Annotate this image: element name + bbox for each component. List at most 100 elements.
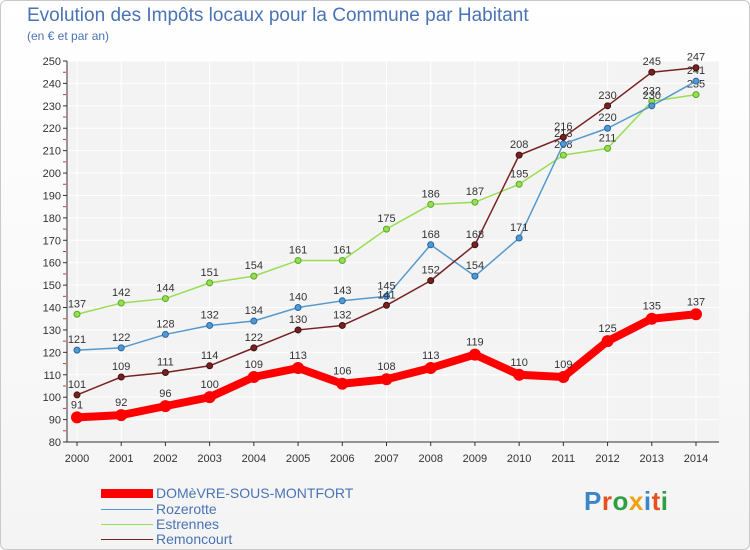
data-label-dom-vre-sous-montfort: 110 (510, 357, 528, 369)
logo-letter: o (612, 486, 629, 516)
data-point-dom-vre-sous-montfort (247, 371, 260, 384)
data-label-remoncourt: 109 (112, 361, 130, 373)
data-point-dom-vre-sous-montfort (115, 409, 128, 422)
data-label-estrennes: 232 (643, 85, 661, 97)
data-point-remoncourt (250, 344, 258, 352)
y-tick-label: 170 (43, 235, 61, 247)
data-label-dom-vre-sous-montfort: 113 (422, 350, 440, 362)
data-point-rozerotte (206, 321, 214, 329)
legend-swatch-remoncourt (101, 538, 153, 540)
y-tick-label: 120 (43, 347, 61, 359)
legend-item-rozerotte: Rozerotte (101, 501, 217, 517)
data-point-rozerotte (73, 346, 81, 354)
legend-item-estrennes: Estrennes (101, 516, 219, 532)
x-tick-label: 2001 (109, 453, 133, 465)
data-point-estrennes (73, 310, 81, 318)
data-label-dom-vre-sous-montfort: 135 (643, 301, 661, 313)
y-tick-label: 150 (43, 280, 61, 292)
y-tick-label: 140 (43, 303, 61, 315)
data-point-remoncourt (73, 391, 81, 399)
data-point-estrennes (515, 180, 523, 188)
data-label-estrennes: 175 (377, 213, 395, 225)
data-label-rozerotte: 145 (377, 280, 395, 292)
legend-item-domevre: DOMèVRE-SOUS-MONTFORT (101, 485, 353, 501)
x-tick-label: 2013 (640, 453, 664, 465)
data-label-remoncourt: 152 (422, 265, 440, 277)
data-point-dom-vre-sous-montfort (336, 377, 349, 390)
data-point-rozerotte (294, 304, 302, 312)
data-label-remoncourt: 168 (466, 229, 484, 241)
legend-swatch-domevre (101, 488, 153, 498)
logo-letter: i (643, 486, 652, 516)
data-point-estrennes (250, 272, 258, 280)
data-label-rozerotte: 121 (68, 334, 86, 346)
data-point-dom-vre-sous-montfort (380, 373, 393, 386)
data-point-dom-vre-sous-montfort (690, 308, 702, 321)
data-point-rozerotte (117, 344, 125, 352)
data-point-remoncourt (515, 151, 523, 159)
y-tick-label: 160 (43, 258, 61, 270)
logo-letter: x (628, 486, 644, 516)
logo-letter: t (651, 486, 661, 516)
data-point-remoncourt (471, 241, 479, 249)
data-point-dom-vre-sous-montfort (292, 362, 305, 375)
data-label-remoncourt: 111 (157, 357, 174, 369)
data-point-dom-vre-sous-montfort (71, 411, 83, 424)
data-label-dom-vre-sous-montfort: 108 (377, 361, 395, 373)
data-point-rozerotte (692, 77, 700, 85)
data-label-remoncourt: 230 (598, 90, 616, 102)
x-tick-label: 2012 (595, 453, 619, 465)
data-label-rozerotte: 132 (200, 309, 218, 321)
data-label-remoncourt: 101 (68, 379, 86, 391)
y-tick-label: 130 (43, 325, 61, 337)
data-label-dom-vre-sous-montfort: 125 (598, 323, 616, 335)
data-label-dom-vre-sous-montfort: 113 (289, 350, 307, 362)
data-label-rozerotte: 140 (289, 292, 307, 304)
data-point-remoncourt (338, 321, 346, 329)
data-label-estrennes: 142 (112, 287, 130, 299)
data-point-remoncourt (294, 326, 302, 334)
x-tick-label: 2011 (552, 453, 576, 465)
data-label-rozerotte: 154 (466, 260, 484, 272)
data-point-estrennes (161, 295, 169, 303)
y-tick-label: 100 (43, 392, 61, 404)
x-tick-label: 2003 (197, 453, 221, 465)
data-label-dom-vre-sous-montfort: 96 (159, 388, 171, 400)
data-label-estrennes: 161 (333, 244, 351, 256)
x-tick-label: 2004 (242, 453, 266, 465)
proxiti-logo: Proxiti (584, 486, 668, 517)
data-point-estrennes (206, 279, 214, 287)
data-point-dom-vre-sous-montfort (424, 362, 437, 375)
logo-letter: P (584, 486, 602, 516)
data-label-rozerotte: 122 (112, 332, 130, 344)
data-label-estrennes: 186 (422, 188, 440, 200)
data-point-remoncourt (604, 102, 612, 110)
x-tick-label: 2009 (463, 453, 487, 465)
chart-title: Evolution des Impôts locaux pour la Comm… (27, 5, 529, 26)
data-point-remoncourt (648, 68, 656, 76)
legend-swatch-rozerotte (101, 508, 153, 510)
data-label-rozerotte: 143 (333, 285, 351, 297)
data-point-dom-vre-sous-montfort (159, 400, 172, 413)
data-point-estrennes (692, 91, 700, 99)
y-tick-label: 250 (43, 56, 61, 68)
data-label-remoncourt: 132 (333, 309, 351, 321)
data-label-rozerotte: 128 (156, 318, 174, 330)
legend-item-remoncourt: Remoncourt (101, 531, 232, 547)
data-point-rozerotte (161, 330, 169, 338)
data-label-remoncourt: 114 (201, 350, 219, 362)
data-point-dom-vre-sous-montfort (468, 348, 481, 361)
data-label-rozerotte: 171 (510, 222, 528, 234)
data-label-remoncourt: 216 (554, 121, 572, 133)
logo-letter: r (601, 486, 613, 516)
data-label-rozerotte: 220 (598, 112, 616, 124)
data-label-estrennes: 137 (68, 298, 86, 310)
data-label-rozerotte: 230 (643, 90, 661, 102)
data-label-dom-vre-sous-montfort: 109 (245, 359, 263, 371)
data-label-dom-vre-sous-montfort: 137 (687, 296, 705, 308)
data-point-remoncourt (692, 64, 700, 72)
x-tick-label: 2014 (684, 453, 708, 465)
x-tick-label: 2002 (153, 453, 177, 465)
